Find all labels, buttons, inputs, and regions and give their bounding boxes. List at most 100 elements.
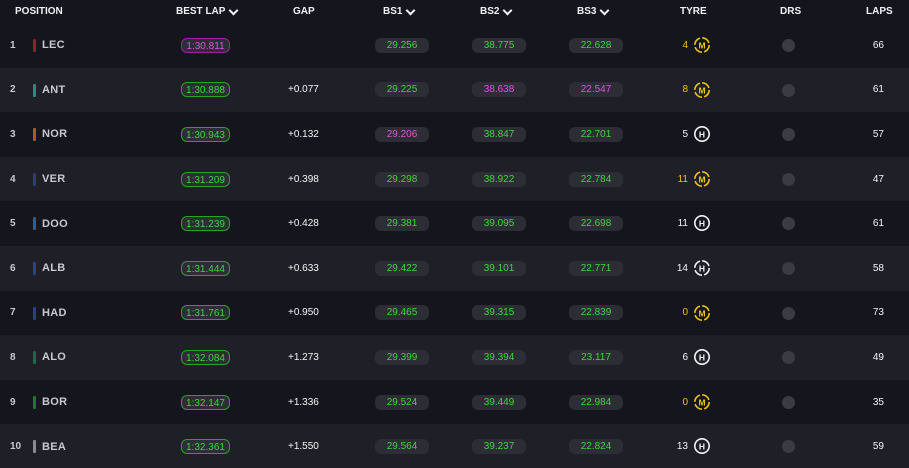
laps-count: 35 bbox=[872, 396, 884, 408]
driver-code[interactable]: DOO bbox=[42, 217, 68, 230]
gap-value: +1.336 bbox=[288, 396, 319, 408]
driver-code[interactable]: HAD bbox=[42, 306, 67, 319]
bs3-time: 22.984 bbox=[569, 394, 623, 410]
drs-header-label: DRS bbox=[780, 6, 802, 17]
laps-count: 59 bbox=[872, 441, 884, 453]
best-lap-column-header[interactable]: BEST LAP bbox=[176, 0, 239, 24]
bs1-time: 29.256 bbox=[375, 37, 429, 53]
table-row[interactable]: 2 ANT 1:30.888 +0.077 29.225 38.638 22.547 8 M 61 bbox=[0, 67, 909, 113]
table-row[interactable]: 8 ALO 1:32.084 +1.273 29.399 39.394 23.117 6 H 49 bbox=[0, 335, 909, 380]
bs3-column-header[interactable]: BS3 bbox=[577, 0, 610, 24]
best-lap-time: 1:30.811 bbox=[181, 37, 230, 53]
medium-used-tyre-icon: M bbox=[694, 170, 710, 187]
laps-count: 47 bbox=[872, 173, 884, 185]
drs-column-header[interactable]: DRS bbox=[780, 0, 801, 24]
driver-code[interactable]: VER bbox=[42, 173, 66, 186]
position-number: 2 bbox=[10, 84, 16, 96]
tyre-compound-letter: M bbox=[698, 308, 705, 318]
bs1-time: 29.564 bbox=[375, 439, 429, 455]
gap-value: +0.077 bbox=[288, 84, 319, 96]
tyre-age: 4 bbox=[682, 39, 688, 51]
driver-code[interactable]: LEC bbox=[42, 39, 65, 52]
laps-count: 49 bbox=[872, 351, 884, 363]
best-lap-cell: 1:31.209 bbox=[181, 157, 230, 202]
team-color-bar bbox=[33, 83, 36, 97]
chevron-down-icon[interactable] bbox=[503, 5, 513, 15]
bs1-column-header[interactable]: BS1 bbox=[383, 0, 416, 24]
bs1-time: 29.206 bbox=[375, 126, 429, 142]
table-row[interactable]: 4 VER 1:31.209 +0.398 29.298 38.922 22.784 11 M 4… bbox=[0, 156, 909, 202]
bs2-column-header[interactable]: BS2 bbox=[480, 0, 513, 24]
tyre-age: 14 bbox=[676, 262, 688, 274]
team-color-bar bbox=[33, 172, 36, 186]
table-row[interactable]: 5 DOO 1:31.239 +0.428 29.381 39.095 22.698 11 H 6… bbox=[0, 201, 909, 246]
bs2-time: 38.847 bbox=[472, 126, 526, 142]
bs3-cell: 22.839 bbox=[569, 291, 623, 336]
best-lap-time: 1:31.444 bbox=[181, 260, 230, 276]
driver-code[interactable]: BEA bbox=[42, 440, 67, 453]
team-color-bar bbox=[33, 128, 36, 142]
best-lap-header-label: BEST LAP bbox=[176, 6, 226, 17]
chevron-down-icon[interactable] bbox=[406, 5, 416, 15]
driver-code[interactable]: ANT bbox=[42, 83, 66, 96]
bs3-time: 22.784 bbox=[569, 171, 623, 187]
gap-value: +0.398 bbox=[288, 173, 319, 185]
tyre-compound-letter: M bbox=[698, 397, 705, 407]
bs2-header-label: BS2 bbox=[480, 6, 500, 17]
bs2-time: 38.638 bbox=[472, 82, 526, 98]
chevron-down-icon[interactable] bbox=[600, 5, 610, 15]
best-lap-time: 1:32.147 bbox=[181, 394, 230, 410]
best-lap-cell: 1:32.361 bbox=[181, 424, 230, 468]
table-row[interactable]: 1 LEC 1:30.811 29.256 38.775 22.628 4 M 66 bbox=[0, 23, 909, 68]
driver-code[interactable]: BOR bbox=[42, 396, 68, 409]
hard-new-tyre-icon: H bbox=[694, 438, 710, 455]
bs2-time: 39.315 bbox=[472, 305, 526, 321]
position-column-header[interactable]: POSITION bbox=[15, 0, 63, 24]
bs1-cell: 29.256 bbox=[375, 23, 429, 68]
position-number: 6 bbox=[10, 262, 16, 274]
drs-indicator bbox=[782, 440, 795, 454]
tyre-compound-letter: M bbox=[698, 40, 705, 50]
tyre-compound-letter: H bbox=[699, 263, 705, 273]
tyre-column-header[interactable]: TYRE bbox=[680, 0, 707, 24]
bs2-time: 38.775 bbox=[472, 37, 526, 53]
bs3-cell: 22.824 bbox=[569, 424, 623, 468]
bs3-header-label: BS3 bbox=[577, 6, 597, 17]
table-row[interactable]: 3 NOR 1:30.943 +0.132 29.206 38.847 22.701 5 H 57 bbox=[0, 112, 909, 157]
position-number: 9 bbox=[10, 396, 16, 408]
laps-count: 61 bbox=[872, 84, 884, 96]
drs-indicator bbox=[782, 351, 795, 365]
position-number: 8 bbox=[10, 351, 16, 363]
medium-used-tyre-icon: M bbox=[694, 37, 710, 53]
tyre-age: 11 bbox=[677, 173, 688, 185]
bs3-cell: 22.984 bbox=[569, 380, 623, 425]
chevron-down-icon[interactable] bbox=[229, 5, 239, 15]
best-lap-time: 1:32.361 bbox=[181, 439, 230, 455]
table-row[interactable]: 7 HAD 1:31.761 +0.950 29.465 39.315 22.839 0 M 73 bbox=[0, 290, 909, 336]
tyre-compound-letter: H bbox=[699, 352, 705, 362]
hard-used-tyre-icon: H bbox=[694, 260, 710, 276]
driver-code[interactable]: NOR bbox=[42, 128, 68, 141]
bs1-time: 29.524 bbox=[375, 394, 429, 410]
table-row[interactable]: 6 ALB 1:31.444 +0.633 29.422 39.101 22.771 14 H 5… bbox=[0, 246, 909, 291]
best-lap-cell: 1:31.444 bbox=[181, 246, 230, 291]
hard-new-tyre-icon: H bbox=[694, 126, 710, 143]
tyre-age: 13 bbox=[676, 441, 688, 453]
bs3-time: 22.701 bbox=[569, 126, 623, 142]
team-color-bar bbox=[33, 306, 36, 320]
table-row[interactable]: 10 BEA 1:32.361 +1.550 29.564 39.237 22.824 13 H… bbox=[0, 424, 909, 468]
position-number: 7 bbox=[10, 307, 16, 319]
bs2-cell: 38.847 bbox=[472, 112, 526, 157]
best-lap-time: 1:30.888 bbox=[181, 82, 230, 98]
laps-column-header[interactable]: LAPS bbox=[866, 0, 893, 24]
driver-code[interactable]: ALB bbox=[42, 262, 66, 275]
medium-used-tyre-icon: M bbox=[694, 393, 710, 410]
bs1-cell: 29.465 bbox=[375, 291, 429, 336]
best-lap-time: 1:31.209 bbox=[181, 171, 230, 187]
tyre-compound-letter: H bbox=[699, 129, 705, 139]
gap-column-header[interactable]: GAP bbox=[293, 0, 315, 24]
driver-code[interactable]: ALO bbox=[42, 351, 67, 364]
best-lap-time: 1:31.239 bbox=[181, 216, 230, 232]
table-row[interactable]: 9 BOR 1:32.147 +1.336 29.524 39.449 22.984 0 M 35 bbox=[0, 379, 909, 425]
best-lap-time: 1:32.084 bbox=[181, 349, 230, 365]
